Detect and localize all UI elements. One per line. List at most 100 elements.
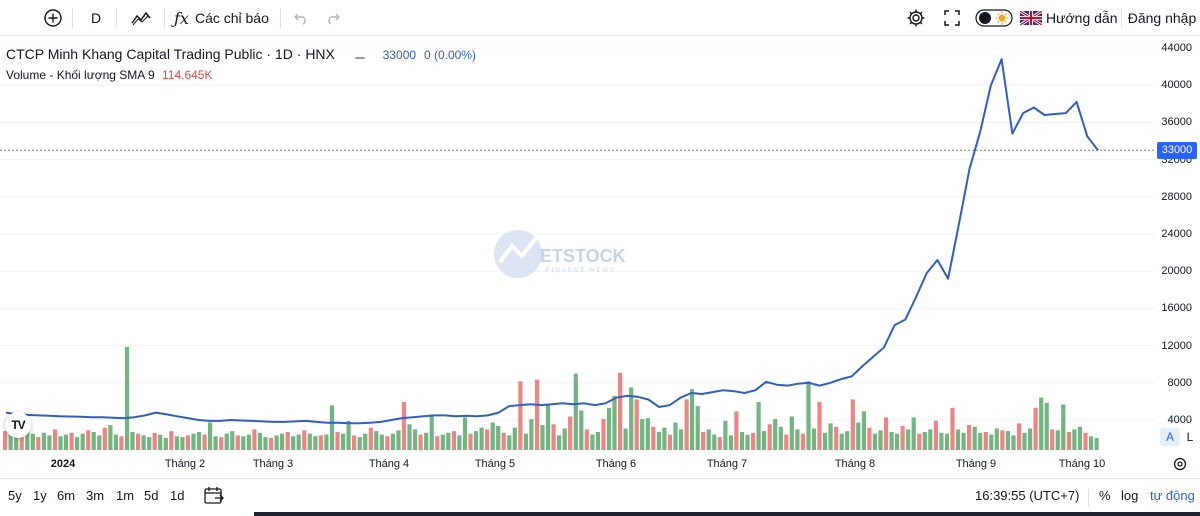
volume-bar (141, 435, 146, 450)
volume-bar (429, 414, 434, 450)
log-button[interactable]: log (1121, 488, 1139, 503)
volume-bar (268, 438, 274, 450)
settings-button[interactable] (904, 6, 928, 30)
interval-button[interactable]: D (90, 10, 102, 26)
volume-legend: Volume - Khối lượng SMA 9 114.645K (6, 68, 212, 82)
volume-bar (900, 426, 905, 450)
price-chart[interactable]: ETSTOCK FINANCE NEWS (0, 37, 1200, 477)
volume-bar (994, 428, 999, 450)
volume-bar (80, 433, 85, 450)
symbol-title[interactable]: CTCP Minh Khang Capital Trading Public ·… (6, 46, 335, 62)
volume-bar (684, 399, 689, 450)
time-tick-label: Tháng 6 (595, 458, 637, 470)
price-tick-label: 8000 (1167, 376, 1192, 389)
login-button[interactable]: Đăng nhập (1127, 10, 1197, 26)
volume-bar (978, 432, 983, 450)
time-tick-label: Tháng 7 (706, 458, 748, 470)
redo-icon (328, 13, 340, 25)
range-button-1d[interactable]: 1d (170, 488, 185, 503)
volume-bar (19, 432, 24, 450)
volume-bar (113, 434, 118, 451)
volume-bar (435, 436, 440, 450)
redo-button[interactable] (322, 6, 344, 30)
auto-button[interactable]: tự động (1150, 488, 1195, 503)
price-line[interactable] (5, 58, 1099, 425)
log-scale-button[interactable]: L (1186, 430, 1194, 444)
volume-bar (767, 424, 772, 451)
volume-bar (579, 410, 584, 450)
volume-bar (568, 416, 573, 450)
theme-toggle[interactable] (974, 6, 1014, 30)
volume-bar (363, 433, 368, 450)
chart-area[interactable]: ETSTOCK FINANCE NEWS (0, 37, 1200, 477)
volume-bar (734, 411, 739, 450)
legend-menu-icon[interactable] (353, 50, 367, 60)
indicators-button[interactable]: ƒx Các chỉ báo (174, 6, 274, 30)
volume-bar (130, 432, 135, 450)
guide-button[interactable]: Hướng dẫn (1020, 6, 1118, 30)
fullscreen-button[interactable] (940, 6, 964, 30)
time-tick-label: Tháng 9 (955, 458, 997, 470)
undo-button[interactable] (290, 6, 312, 30)
volume-bar (496, 426, 501, 450)
price-change: 0 (0.00%) (423, 48, 476, 62)
volume-bar (75, 437, 80, 450)
volume-bar (3, 431, 8, 450)
date-range-button[interactable] (203, 486, 225, 509)
volume-bar (701, 432, 706, 450)
time-tick-label: Tháng 4 (368, 458, 410, 470)
add-symbol-button[interactable] (40, 6, 66, 30)
volume-bar (97, 435, 102, 450)
volume-bar (523, 433, 528, 450)
range-button-5d[interactable]: 5d (144, 488, 159, 503)
volume-bar (102, 427, 107, 450)
volume-bar (47, 435, 52, 450)
volume-bar (63, 434, 69, 451)
volume-bar (817, 401, 822, 450)
tv-logo-text: TV (11, 418, 25, 432)
price-tick-label: 4000 (1167, 414, 1192, 426)
volume-bar (811, 428, 817, 450)
volume-bar (108, 425, 113, 450)
tradingview-logo[interactable]: TV (5, 412, 31, 438)
volume-bar (922, 432, 927, 450)
volume-bar (1044, 402, 1049, 450)
settings-small-icon (1173, 457, 1187, 471)
volume-bar (784, 434, 789, 451)
volume-bar (324, 434, 329, 451)
range-button-1y[interactable]: 1y (33, 488, 47, 503)
volume-bar (673, 422, 678, 450)
volume-bar (329, 405, 335, 450)
volume-bar (41, 432, 46, 450)
volume-bar (401, 401, 407, 450)
time-axis-settings-button[interactable] (1172, 456, 1188, 475)
volume-bar (728, 435, 733, 450)
clock-label[interactable]: 16:39:55 (UTC+7) (975, 488, 1080, 503)
percent-scale-button[interactable]: % (1099, 488, 1111, 503)
volume-bar (302, 430, 307, 450)
range-button-6m[interactable]: 6m (57, 488, 76, 503)
volume-label[interactable]: Volume - Khối lượng SMA 9 (6, 68, 155, 82)
price-tick-label: 16000 (1161, 302, 1192, 315)
volume-bar (595, 432, 600, 450)
volume-bar (651, 426, 656, 450)
indicators-label: Các chỉ báo (194, 10, 269, 26)
volume-bar (601, 419, 606, 450)
volume-bar (257, 432, 263, 450)
range-button-5y[interactable]: 5y (8, 488, 22, 503)
volume-bar (717, 437, 722, 450)
price-tick-label: 36000 (1161, 116, 1192, 129)
last-price-value: 33000 (382, 48, 417, 62)
chart-type-button[interactable] (126, 6, 156, 30)
volume-bar (745, 434, 750, 451)
volume-bar (723, 420, 728, 450)
volume-bar (939, 432, 944, 450)
volume-bar (280, 433, 285, 450)
range-button-1m[interactable]: 1m (116, 488, 135, 503)
volume-bar (1022, 432, 1027, 450)
auto-scale-button[interactable]: A (1160, 428, 1180, 446)
range-button-3m[interactable]: 3m (86, 488, 105, 503)
volume-bar (219, 437, 224, 450)
volume-bar (856, 422, 861, 450)
volume-bar (1072, 429, 1077, 450)
